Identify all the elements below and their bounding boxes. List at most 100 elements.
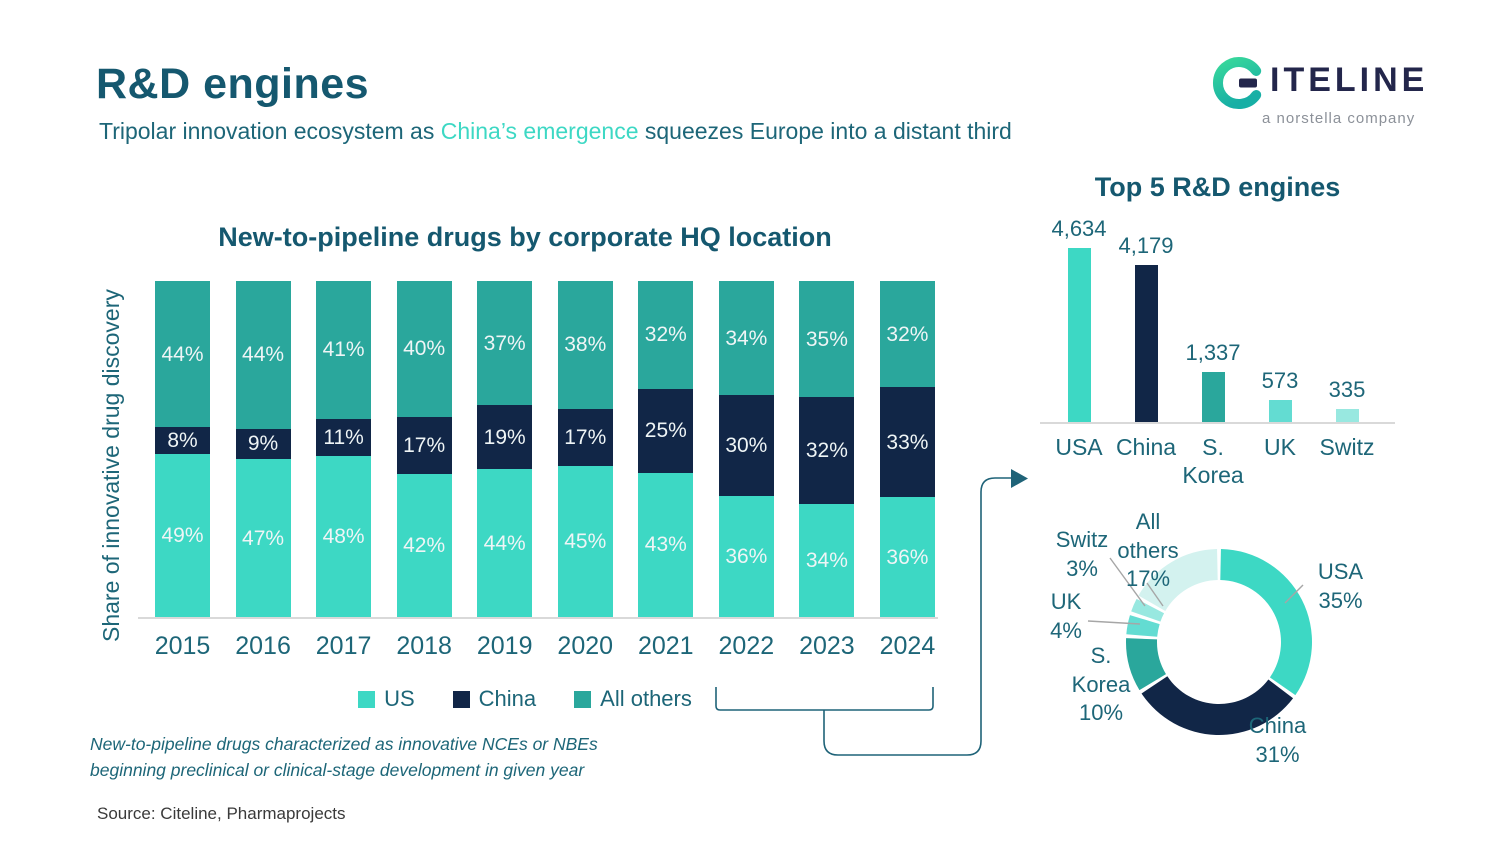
stacked-bar-2017: 41% 11% 48% — [316, 281, 372, 617]
segment-china: 33% — [879, 387, 935, 498]
segment-us: 36% — [879, 497, 935, 617]
stacked-bar-2024: 32% 33% 36% — [879, 281, 935, 617]
legend-swatch-icon — [452, 690, 470, 708]
segment-value-label: 38% — [564, 333, 607, 357]
top5-bar-usa: 4,634 — [1048, 216, 1110, 422]
top5-xaxis-tick-switz: Switz — [1319, 434, 1375, 460]
footnote-line: New-to-pipeline drugs characterized as i… — [90, 734, 598, 754]
xaxis-tick-2018: 2018 — [396, 632, 452, 660]
segment-value-label: 36% — [725, 545, 768, 568]
segment-all-others: 38% — [557, 281, 613, 409]
segment-all-others: 37% — [477, 281, 533, 406]
segment-value-label: 41% — [322, 338, 365, 362]
top5-bar-rect — [1134, 265, 1158, 422]
legend-item-china: China — [452, 686, 536, 712]
xaxis-tick-2021: 2021 — [637, 632, 694, 660]
stacked-bar-plot: 44% 8% 49% 44% 9% 47% 41% 11% 48% 40% 17% 42% 37% 19%… — [155, 281, 935, 617]
xaxis-tick-2024: 2024 — [879, 632, 936, 660]
segment-all-others: 35% — [799, 281, 855, 398]
segment-china: 11% — [316, 418, 372, 456]
legend: US China All others — [155, 686, 895, 712]
segment-value-label: 40% — [403, 337, 446, 361]
page-subtitle: Tripolar innovation ecosystem as China’s… — [99, 118, 1012, 145]
segment-value-label: 44% — [161, 342, 204, 366]
donut-label-pct: 17% — [1125, 566, 1171, 592]
donut-label-name: Switz — [1055, 527, 1109, 552]
segment-china: 17% — [396, 416, 452, 475]
segment-all-others: 44% — [155, 281, 210, 428]
donut-slice-s-korea — [1126, 638, 1166, 691]
donut-slice-china — [1141, 676, 1294, 735]
segment-value-label: 34% — [805, 548, 848, 572]
donut-label-switz: Switz 3% — [1046, 526, 1118, 583]
segment-value-label: 49% — [161, 523, 204, 547]
donut-leader-line — [1087, 620, 1141, 625]
segment-china: 30% — [718, 395, 774, 497]
stacked-bar-2022: 34% 30% 36% — [718, 281, 774, 617]
donut-leader-line — [1146, 582, 1164, 607]
segment-value-label: 9% — [247, 432, 279, 456]
top5-value-label: 335 — [1328, 377, 1366, 402]
top5-bar-plot: 4,634 4,179 1,337 573 335 — [1048, 210, 1378, 422]
top5-bar-rect — [1335, 409, 1359, 422]
top5-chart-baseline — [1040, 422, 1395, 424]
donut-chart — [1087, 549, 1312, 735]
arrow-head-icon — [1011, 469, 1028, 488]
segment-value-label: 35% — [805, 327, 848, 351]
segment-china: 17% — [557, 408, 613, 466]
stacked-bar-2018: 40% 17% 42% — [396, 281, 452, 617]
top5-xaxis-tick-usa: USA — [1055, 434, 1103, 460]
xaxis-tick-2015: 2015 — [154, 632, 211, 660]
segment-value-label: 25% — [644, 419, 687, 443]
segment-us: 36% — [718, 496, 774, 617]
segment-all-others: 41% — [316, 281, 372, 419]
stacked-bar-2019: 37% 19% 44% — [477, 281, 533, 617]
legend-swatch-icon — [574, 690, 592, 708]
top5-bar-china: 4,179 — [1115, 233, 1177, 422]
xaxis-tick-2016: 2016 — [235, 632, 291, 660]
segment-us: 44% — [477, 469, 533, 617]
donut-label-name: All others — [1117, 509, 1179, 563]
segment-value-label: 32% — [805, 439, 848, 463]
segment-all-others: 44% — [235, 281, 291, 429]
donut-slice-all-others — [1138, 549, 1218, 611]
donut-label-all-others: All others 17% — [1112, 508, 1184, 594]
segment-value-label: 44% — [242, 343, 285, 367]
stacked-chart-title: New-to-pipeline drugs by corporate HQ lo… — [218, 222, 832, 252]
segment-china: 9% — [235, 428, 291, 460]
stacked-bar-2020: 38% 17% 45% — [557, 281, 613, 617]
xaxis-tick-2017: 2017 — [315, 632, 372, 660]
donut-label-name: USA — [1317, 559, 1364, 584]
top5-bar-rect — [1268, 400, 1292, 422]
segment-us: 48% — [316, 455, 372, 617]
donut-label-uk: UK 4% — [1038, 588, 1094, 645]
legend-item-all-others: All others — [574, 686, 692, 712]
donut-leader-line — [1284, 584, 1304, 604]
segment-china: 8% — [155, 427, 210, 454]
segment-us: 47% — [235, 459, 291, 617]
donut-label-pct: 4% — [1050, 617, 1082, 643]
segment-all-others: 32% — [638, 281, 694, 389]
segment-us: 43% — [638, 472, 694, 617]
subtitle-suffix: squeezes Europe into a distant third — [638, 118, 1012, 144]
top5-value-label: 1,337 — [1185, 340, 1241, 365]
donut-label-pct: 35% — [1318, 587, 1363, 613]
top5-chart-title: Top 5 R&D engines — [1094, 172, 1341, 202]
subtitle-accent: China’s emergence — [440, 118, 639, 144]
segment-value-label: 19% — [483, 425, 526, 449]
segment-china: 19% — [477, 405, 533, 470]
donut-label-china: China 31% — [1235, 712, 1320, 769]
donut-label-name: China — [1248, 713, 1307, 738]
donut-slice-uk — [1126, 615, 1160, 637]
segment-value-label: 11% — [323, 425, 364, 449]
subtitle-prefix: Tripolar innovation ecosystem as — [99, 118, 441, 144]
segment-value-label: 45% — [564, 529, 607, 553]
segment-value-label: 48% — [322, 524, 365, 548]
top5-value-label: 573 — [1261, 368, 1299, 393]
segment-us: 42% — [396, 474, 452, 617]
legend-item-us: US — [358, 686, 415, 712]
legend-label: US — [384, 686, 415, 711]
stacked-bar-2021: 32% 25% 43% — [638, 281, 694, 617]
top5-value-label: 4,179 — [1118, 233, 1174, 258]
